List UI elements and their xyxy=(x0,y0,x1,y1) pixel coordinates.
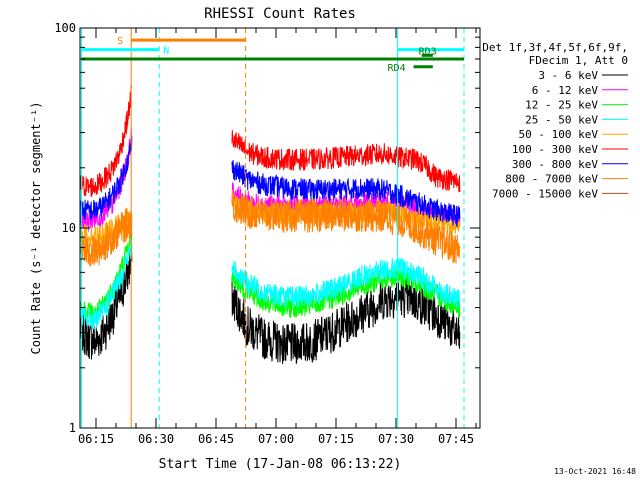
series-line-3-6-kev-seg1 xyxy=(231,277,461,365)
legend-label: 800 - 7000 keV xyxy=(505,173,598,186)
state-bar-label-5: RD4 xyxy=(388,63,406,74)
x-tick-label: 07:15 xyxy=(318,432,354,446)
x-tick-label: 07:45 xyxy=(438,432,474,446)
state-bar-label-2: S xyxy=(117,36,123,47)
attenuator-bars-layer: N S RD3 RD4 xyxy=(81,36,464,74)
series-line-3-6-kev-seg0 xyxy=(79,242,133,360)
x-tick-label: 07:30 xyxy=(378,432,414,446)
y-tick-label: 100 xyxy=(54,21,76,35)
series-line-25-50-kev-seg1 xyxy=(231,257,461,309)
axes: 06:15 06:30 06:45 07:00 07:15 07:30 07:45 1 10 10… xyxy=(54,21,480,446)
series-line-800-7000-kev-seg0 xyxy=(79,207,133,267)
series-line-100-300-kev-seg1 xyxy=(231,130,461,193)
series-line-800-7000-kev-seg1 xyxy=(231,192,461,264)
series-line-100-300-kev-seg0 xyxy=(79,85,133,197)
legend-label: 300 - 800 keV xyxy=(512,158,598,171)
legend-label: 100 - 300 keV xyxy=(512,143,598,156)
legend-label: 7000 - 15000 keV xyxy=(492,187,598,200)
legend-header-1: Det 1f,3f,4f,5f,6f,9f, xyxy=(482,41,628,54)
legend-label: 3 - 6 keV xyxy=(538,69,598,82)
y-axis-label: Count Rate (s⁻¹ detector segment⁻¹) xyxy=(29,102,43,355)
legend-header-2: FDecim 1, Att 0 xyxy=(529,54,628,67)
series-line-300-800-kev-seg1 xyxy=(231,160,461,227)
series-layer xyxy=(79,85,461,365)
series-line-25-50-kev-seg0 xyxy=(79,239,133,330)
x-tick-label: 06:45 xyxy=(198,432,234,446)
x-tick-label: 07:00 xyxy=(258,432,294,446)
y-tick-label: 1 xyxy=(69,421,76,435)
legend-label: 50 - 100 keV xyxy=(519,128,599,141)
chart-title: RHESSI Count Rates xyxy=(204,6,356,22)
state-bar-label-4: RD3 xyxy=(419,46,437,57)
series-line-300-800-kev-seg0 xyxy=(79,136,133,221)
state-bar-label-1: N xyxy=(163,46,169,57)
series-line-12-25-kev-seg0 xyxy=(79,231,133,324)
x-tick-label: 06:15 xyxy=(78,432,114,446)
x-tick-label: 06:30 xyxy=(138,432,174,446)
legend-label: 25 - 50 keV xyxy=(525,113,598,126)
legend-label: 6 - 12 keV xyxy=(532,84,599,97)
footer-date: 13-Oct-2021 16:48 xyxy=(554,467,636,476)
markers-layer xyxy=(81,28,465,428)
x-axis-label: Start Time (17-Jan-08 06:13:22) xyxy=(159,457,402,472)
y-tick-label: 10 xyxy=(62,221,76,235)
legend-label: 12 - 25 keV xyxy=(525,99,598,112)
